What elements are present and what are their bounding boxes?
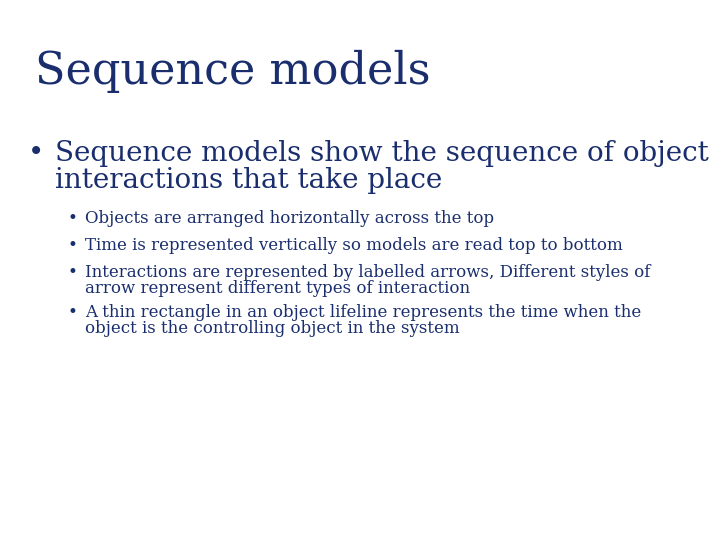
Text: •: • <box>68 237 78 254</box>
Text: •: • <box>68 210 78 227</box>
Text: Interactions are represented by labelled arrows, Different styles of: Interactions are represented by labelled… <box>85 264 650 281</box>
Text: object is the controlling object in the system: object is the controlling object in the … <box>85 320 459 337</box>
Text: •: • <box>28 140 44 167</box>
Text: Objects are arranged horizontally across the top: Objects are arranged horizontally across… <box>85 210 494 227</box>
Text: arrow represent different types of interaction: arrow represent different types of inter… <box>85 280 470 297</box>
Text: Sequence models show the sequence of object: Sequence models show the sequence of obj… <box>55 140 708 167</box>
Text: •: • <box>68 304 78 321</box>
Text: A thin rectangle in an object lifeline represents the time when the: A thin rectangle in an object lifeline r… <box>85 304 642 321</box>
Text: •: • <box>68 264 78 281</box>
Text: Time is represented vertically so models are read top to bottom: Time is represented vertically so models… <box>85 237 623 254</box>
Text: interactions that take place: interactions that take place <box>55 167 442 194</box>
Text: Sequence models: Sequence models <box>35 50 431 93</box>
